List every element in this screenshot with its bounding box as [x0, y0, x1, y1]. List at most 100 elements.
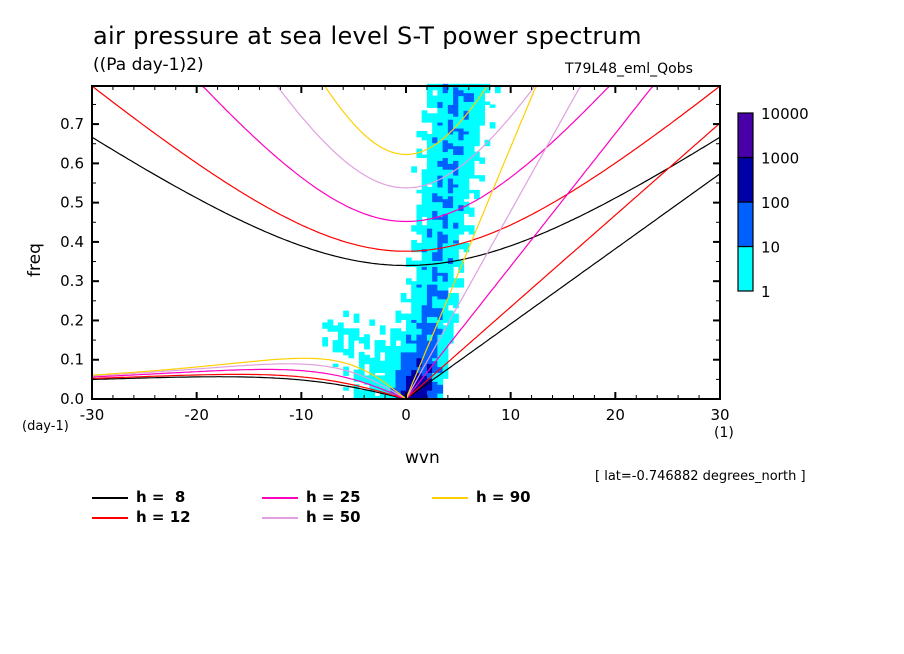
power-cell — [442, 195, 449, 200]
power-cell — [400, 313, 407, 318]
power-cell — [458, 148, 465, 153]
power-cell — [416, 154, 423, 158]
inertia-gravity-curve — [91, 85, 721, 252]
power-cell — [453, 237, 459, 241]
power-cell — [442, 275, 449, 279]
power-cell — [437, 181, 444, 185]
power-cell — [421, 136, 428, 141]
power-cell — [421, 369, 428, 373]
power-cell — [406, 322, 412, 326]
power-cell — [463, 195, 470, 200]
power-cell — [442, 254, 449, 259]
power-cell — [411, 169, 417, 173]
power-cell — [432, 175, 438, 179]
power-cell — [406, 369, 412, 373]
kelvin-curve — [405, 122, 721, 400]
power-cell — [385, 381, 391, 385]
power-cell — [343, 348, 349, 353]
power-cell — [395, 366, 402, 371]
power-cell — [421, 154, 428, 158]
power-cell — [468, 110, 475, 114]
power-cell — [421, 354, 428, 359]
power-cell — [442, 287, 449, 291]
power-cell — [421, 237, 428, 241]
power-cell — [421, 345, 428, 350]
power-cell — [442, 142, 449, 147]
power-cell — [421, 325, 428, 329]
power-cell — [426, 348, 433, 353]
power-cell — [447, 225, 454, 229]
power-cell — [374, 343, 381, 347]
power-cell — [442, 313, 449, 318]
power-cell — [426, 290, 433, 294]
power-cell — [432, 148, 438, 153]
power-cell — [421, 198, 428, 203]
power-cell — [432, 290, 438, 294]
power-cell — [432, 245, 438, 250]
power-cell — [453, 189, 459, 194]
power-cell — [406, 337, 412, 341]
power-cell — [421, 337, 428, 341]
power-cell — [432, 104, 438, 108]
power-cell — [442, 160, 449, 164]
power-cell — [416, 204, 423, 209]
power-cell — [353, 369, 360, 373]
power-cell — [442, 343, 449, 347]
power-cell — [447, 125, 454, 129]
power-cell — [432, 298, 438, 303]
power-cell — [447, 169, 454, 173]
power-cell — [426, 295, 433, 300]
power-cell — [437, 304, 444, 309]
power-cell — [421, 260, 428, 265]
power-cell — [479, 98, 485, 103]
power-cell — [453, 245, 459, 250]
power-cell — [453, 304, 459, 309]
power-cell — [337, 331, 344, 335]
power-cell — [437, 113, 444, 117]
power-cell — [369, 322, 376, 326]
power-cell — [395, 354, 402, 359]
power-cell — [332, 340, 339, 344]
power-cell — [411, 393, 417, 397]
power-cell — [437, 142, 444, 147]
power-cell — [463, 201, 470, 206]
power-cell — [432, 178, 438, 182]
power-cell — [442, 239, 449, 244]
power-cell — [437, 348, 444, 353]
power-cell — [479, 122, 485, 126]
power-cell — [395, 384, 402, 388]
power-cell — [432, 101, 438, 105]
power-cell — [463, 139, 470, 144]
power-cell — [463, 157, 470, 161]
power-cell — [426, 222, 433, 226]
power-cell — [442, 210, 449, 214]
power-cell — [411, 360, 417, 365]
power-cell — [468, 104, 475, 108]
power-cell — [416, 284, 423, 288]
power-cell — [411, 351, 417, 356]
power-cell — [426, 133, 433, 138]
power-cell — [343, 310, 349, 315]
power-cell — [421, 304, 428, 309]
power-cell — [458, 151, 465, 156]
power-cell — [416, 275, 423, 279]
power-cell — [400, 357, 407, 362]
power-cell — [442, 122, 449, 126]
power-cell — [416, 331, 423, 335]
power-cell — [327, 319, 334, 323]
power-cell — [432, 278, 438, 282]
power-cell — [426, 201, 433, 206]
power-cell — [385, 375, 391, 379]
power-cell — [468, 113, 475, 117]
dispersion-curves — [91, 85, 721, 400]
x-axis-label: wvn — [405, 448, 440, 468]
power-cell — [468, 231, 475, 235]
power-cell — [406, 334, 412, 338]
power-cell — [416, 375, 423, 379]
power-cell — [437, 183, 444, 188]
power-cell — [432, 325, 438, 329]
power-cell — [426, 225, 433, 229]
colorbar-swatch — [737, 112, 754, 159]
power-cell — [348, 351, 355, 356]
power-cell — [458, 198, 465, 203]
